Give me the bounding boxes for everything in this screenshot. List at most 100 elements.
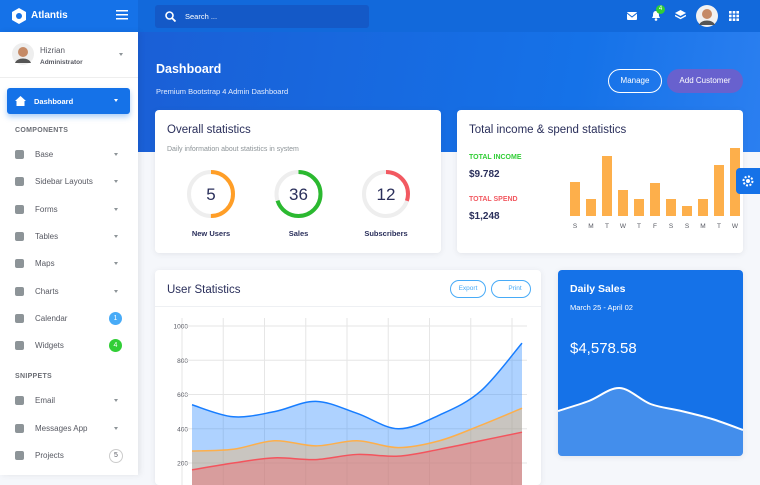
nav-item[interactable]: Widgets 4 (0, 336, 138, 356)
bar (730, 148, 740, 216)
bar (650, 183, 660, 216)
x-tick-label: W (620, 223, 627, 230)
bar (698, 199, 708, 216)
settings-toggle[interactable] (736, 168, 760, 194)
y-tick-label: 200 (177, 461, 188, 468)
overall-statistics-card: Overall statistics Daily information abo… (155, 110, 441, 253)
x-tick-label: F (653, 223, 657, 230)
nav-label: Widgets (35, 341, 64, 351)
nav-label: Sidebar Layouts (35, 177, 93, 187)
income-label: TOTAL INCOME (469, 154, 522, 161)
user-menu-caret[interactable] (119, 53, 123, 56)
nav-section-title: COMPONENTS (15, 127, 69, 134)
bar (618, 190, 628, 216)
sparkline-fill (558, 387, 743, 456)
search-icon (165, 11, 176, 22)
top-navbar: Search ... 4 (138, 0, 760, 32)
nav-label: Calendar (35, 313, 68, 323)
daily-sales-chart (558, 386, 743, 456)
area-line (191, 431, 523, 471)
user-avatar[interactable] (696, 5, 718, 27)
export-button[interactable]: Export (450, 280, 486, 298)
x-tick-label: T (717, 223, 721, 230)
nav-caret (114, 153, 118, 156)
sparkline (558, 386, 743, 431)
circle-value: 36 (289, 185, 308, 204)
divider (155, 306, 541, 307)
nav-caret (114, 289, 118, 293)
nav-icon (15, 396, 24, 406)
bar (682, 206, 692, 216)
progress-arc (274, 170, 323, 218)
user-name[interactable]: Hizrian (40, 46, 65, 55)
income-value: $9.782 (469, 169, 500, 180)
nav-item[interactable]: Calendar 1 (0, 309, 138, 329)
card-subtitle: Daily information about statistics in sy… (167, 146, 299, 153)
progress-circles: 5 New Users 36 Sales 12 Subscribers (187, 170, 410, 238)
notification-badge: 4 (656, 5, 665, 14)
nav-icon (15, 259, 24, 269)
messages-icon[interactable] (627, 12, 637, 20)
print-button[interactable]: Print (491, 280, 531, 298)
nav-icon (15, 341, 24, 351)
user-statistics-card: User Statistics Export Print 200 400 600 80… (155, 270, 541, 485)
card-title: Daily Sales (570, 283, 626, 295)
x-tick-label: M (588, 223, 593, 230)
y-tick-label: 1000 (174, 324, 189, 331)
nav-item[interactable]: Projects 5 (0, 446, 138, 466)
area-line (191, 407, 523, 452)
menu-toggle[interactable] (116, 10, 128, 20)
search-box[interactable]: Search ... (155, 5, 369, 28)
page-subtitle: Premium Bootstrap 4 Admin Dashboard (156, 87, 289, 96)
sales-amount: $4,578.58 (570, 340, 637, 357)
nav-icon (15, 313, 24, 323)
nav-item[interactable]: Forms (0, 200, 138, 220)
nav-caret (114, 207, 118, 211)
gear-icon (742, 175, 754, 187)
date-range: March 25 - April 02 (570, 303, 633, 312)
nav-dashboard[interactable]: Dashboard (7, 88, 130, 114)
bar (570, 182, 580, 216)
nav-icon (15, 423, 24, 433)
nav-item[interactable]: Messages App (0, 419, 138, 439)
circle-label: New Users (192, 229, 230, 238)
nav-badge: 1 (109, 311, 122, 325)
user-statistics-chart: 200 400 600 800 1000 (174, 318, 527, 485)
daily-sales-card: Daily Sales March 25 - April 02 $4,578.5… (558, 270, 743, 456)
x-tick-label: S (669, 223, 674, 230)
nav-item[interactable]: Charts (0, 282, 138, 302)
nav-item[interactable]: Tables (0, 227, 138, 247)
bar (714, 165, 724, 216)
nav-label: Base (35, 150, 54, 159)
divider (0, 77, 138, 78)
nav-label: Projects (35, 451, 64, 460)
add-customer-button[interactable]: Add Customer (667, 69, 743, 93)
nav-label: Maps (35, 259, 55, 269)
sidebar: Hizrian Administrator Dashboard COMPONEN… (0, 32, 138, 475)
nav-icon (15, 177, 24, 187)
nav-item[interactable]: Email (0, 391, 138, 411)
nav-item[interactable]: Base (0, 145, 138, 165)
bar (602, 156, 612, 216)
apps-icon[interactable] (729, 11, 739, 21)
y-tick-label: 400 (177, 426, 188, 433)
y-tick-label: 800 (177, 358, 188, 365)
x-tick-label: T (605, 223, 609, 230)
progress-arc (187, 170, 235, 218)
circle-label: Sales (289, 229, 309, 238)
nav-badge: 5 (109, 449, 123, 463)
nav-icon (15, 231, 24, 241)
x-tick-label: S (685, 223, 690, 230)
circle-label: Subscribers (364, 229, 407, 238)
bar (634, 199, 644, 216)
x-tick-label: S (573, 223, 578, 230)
nav-item[interactable]: Sidebar Layouts (0, 172, 138, 192)
manage-button[interactable]: Manage (608, 69, 662, 93)
nav-label: Messages App (35, 423, 88, 433)
user-role: Administrator (40, 59, 83, 66)
brand[interactable]: Atlantis (31, 10, 68, 21)
nav-item[interactable]: Maps (0, 254, 138, 274)
quick-actions-icon[interactable] (675, 10, 686, 21)
